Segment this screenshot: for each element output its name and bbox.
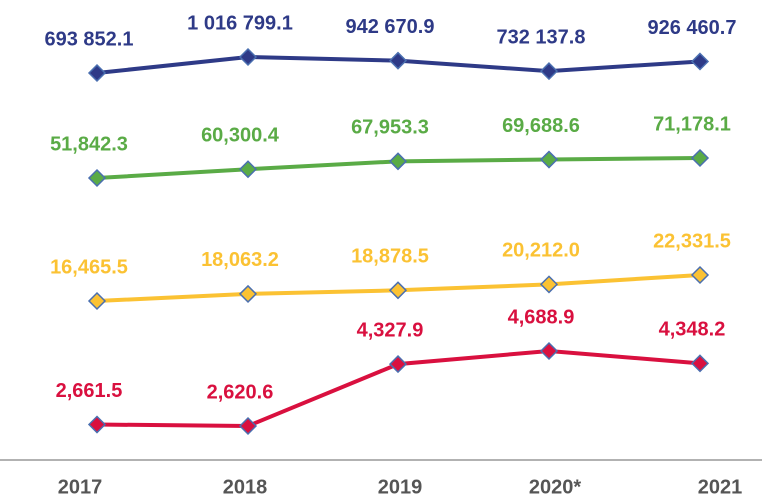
data-label: 22,331.5 xyxy=(653,230,731,252)
data-label: 20,212.0 xyxy=(502,240,580,262)
data-label: 732 137.8 xyxy=(497,26,586,48)
data-label: 60,300.4 xyxy=(201,125,280,147)
marker xyxy=(539,341,559,361)
data-label: 18,878.5 xyxy=(351,246,429,268)
marker xyxy=(238,160,258,179)
data-label: 4,327.9 xyxy=(357,319,424,341)
data-label: 16,465.5 xyxy=(50,256,128,278)
marker xyxy=(238,416,258,436)
marker xyxy=(87,291,107,311)
marker xyxy=(87,168,107,188)
data-label: 51,842.3 xyxy=(50,133,128,155)
marker xyxy=(238,284,258,303)
marker xyxy=(690,354,710,373)
marker xyxy=(87,415,107,434)
x-tick-label: 2018 xyxy=(223,476,268,497)
data-label: 69,688.6 xyxy=(502,115,580,137)
marker xyxy=(238,47,258,67)
marker xyxy=(388,281,408,300)
data-label: 4,348.2 xyxy=(659,319,726,341)
data-label: 926 460.7 xyxy=(648,17,737,39)
data-label: 67,953.3 xyxy=(351,117,429,139)
data-label: 693 852.1 xyxy=(45,28,134,50)
data-label: 942 670.9 xyxy=(346,16,435,38)
x-tick-label: 2019 xyxy=(378,476,423,497)
marker xyxy=(87,63,107,83)
marker xyxy=(388,355,408,374)
marker xyxy=(690,52,710,71)
x-tick-label: 2020* xyxy=(529,476,581,497)
data-label: 4,688.9 xyxy=(508,306,575,328)
data-label: 2,620.6 xyxy=(207,381,274,403)
data-label: 71,178.1 xyxy=(653,113,731,135)
x-tick-label: 2017 xyxy=(58,476,103,497)
x-tick-label: 2021 xyxy=(698,476,743,497)
marker xyxy=(388,51,408,70)
marker xyxy=(539,275,559,294)
marker xyxy=(388,152,408,171)
marker xyxy=(690,265,710,285)
data-label: 1 016 799.1 xyxy=(187,12,293,34)
data-label: 18,063.2 xyxy=(201,249,279,271)
marker xyxy=(539,150,559,169)
data-label: 2,661.5 xyxy=(56,380,123,402)
marker xyxy=(690,148,710,168)
marker xyxy=(539,62,559,81)
